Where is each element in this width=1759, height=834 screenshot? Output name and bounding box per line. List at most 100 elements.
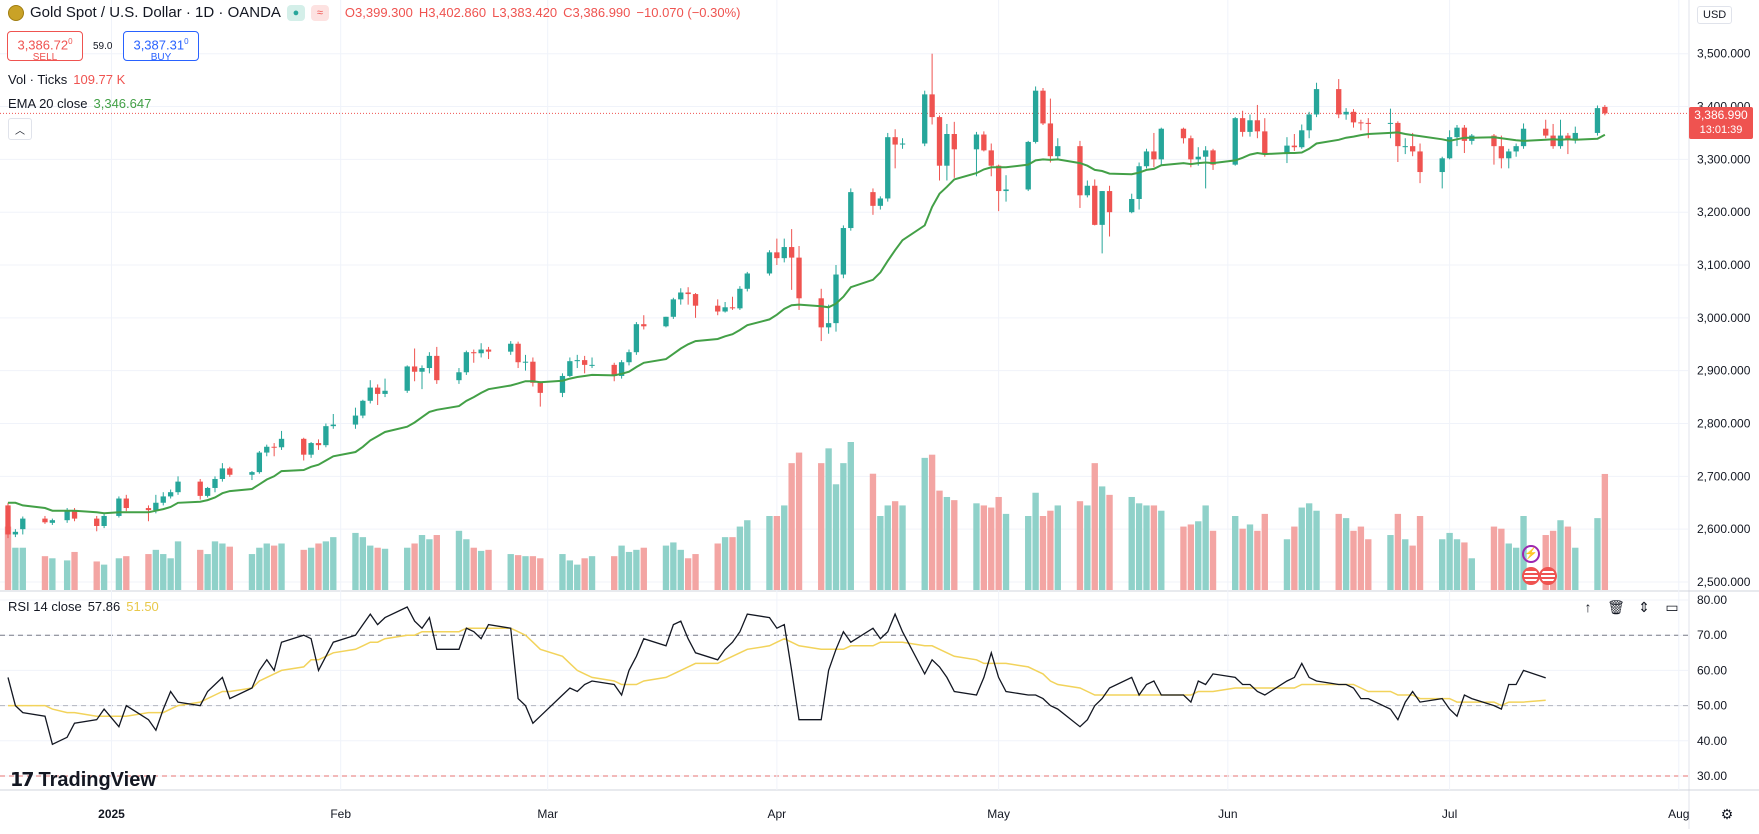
candle	[1461, 125, 1468, 154]
maximize-pane-button[interactable]: ▭	[1661, 597, 1683, 617]
price-tick-label: 2,600.000	[1697, 522, 1751, 536]
candle-body	[49, 520, 56, 523]
price-tick-label: 3,500.000	[1697, 47, 1751, 61]
candle	[951, 121, 957, 178]
candle-body	[641, 324, 647, 327]
volume-bar	[263, 543, 270, 590]
volume-bar	[463, 539, 470, 590]
volume-bar	[1342, 518, 1350, 590]
us-flag-event-icon[interactable]	[1539, 567, 1557, 585]
volume-bar	[721, 537, 729, 590]
candle-body	[1202, 150, 1209, 157]
candle-body	[744, 273, 750, 289]
delete-pane-button[interactable]: 🗑	[1605, 597, 1627, 617]
candle	[995, 164, 1002, 212]
candle	[1543, 119, 1549, 139]
volume-bar	[662, 545, 670, 590]
volume-bar	[1158, 510, 1165, 590]
collapse-pane-button[interactable]: ⇕	[1633, 597, 1655, 617]
candle-body	[678, 292, 684, 300]
rsi-line	[7, 606, 1546, 746]
volume-bar	[1180, 526, 1187, 590]
candle	[899, 138, 906, 149]
candle	[1084, 180, 1091, 198]
candle-body	[626, 352, 632, 363]
trash-icon: 🗑	[1607, 598, 1625, 615]
symbol-title: Gold Spot / U.S. Dollar · 1D · OANDA	[30, 4, 281, 21]
volume-bar	[677, 549, 684, 590]
candle-body	[574, 360, 580, 362]
data-mode-icon[interactable]: ≈	[310, 4, 329, 21]
candle	[781, 238, 787, 263]
candle	[1358, 119, 1364, 131]
countdown-value: 13:01:39	[1699, 124, 1743, 136]
candle-body	[1247, 120, 1253, 132]
tradingview-logo[interactable]: 𝟭𝟳 TradingView	[10, 769, 156, 792]
rsi-legend[interactable]: RSI 14 close 57.86 51.50	[8, 599, 159, 614]
volume-bar	[1490, 526, 1498, 590]
candle	[929, 53, 935, 125]
candle	[1151, 132, 1157, 168]
move-pane-up-button[interactable]: ↑	[1577, 597, 1599, 617]
candle	[49, 518, 56, 525]
candle	[374, 384, 381, 406]
candle-body	[877, 198, 884, 206]
candle-body	[1313, 89, 1320, 115]
candle	[1136, 162, 1142, 210]
candle-body	[1195, 156, 1201, 160]
market-open-icon[interactable]: ●	[286, 4, 305, 21]
volume-bar	[869, 473, 877, 590]
volume-bar	[145, 554, 152, 590]
volume-bar	[433, 535, 440, 590]
candle	[101, 513, 107, 529]
candle-body	[848, 192, 854, 229]
volume-bar	[1394, 513, 1402, 590]
candle-body	[1003, 189, 1009, 192]
volume-bar	[640, 547, 647, 590]
volume-bar	[1505, 543, 1512, 590]
volume-bar	[1557, 520, 1564, 590]
price-tick-label: 2,900.000	[1697, 364, 1751, 378]
ema-legend[interactable]: EMA 20 close 3,346.647	[8, 96, 151, 111]
candle-body	[301, 438, 307, 455]
sell-button[interactable]: 3,386.720 SELL	[7, 31, 83, 63]
us-flag-event-icon[interactable]	[1522, 567, 1540, 585]
volume-bar	[152, 549, 160, 590]
candle	[1210, 148, 1216, 170]
ohlc-high: H3,402.860	[418, 5, 487, 20]
buy-button[interactable]: 3,387.310 BUY	[123, 31, 199, 63]
volume-bar	[1246, 524, 1254, 590]
chart-settings-button[interactable]: ⚙	[1716, 804, 1738, 824]
volume-bar	[884, 505, 891, 590]
candle-body	[94, 518, 100, 527]
price-tick-label: 3,200.000	[1697, 205, 1751, 219]
volume-bar	[581, 558, 588, 590]
candle-body	[1291, 145, 1298, 148]
maximize-icon: ▭	[1665, 598, 1679, 615]
chevron-up-icon: ︿	[15, 125, 25, 137]
volume-bar	[1365, 539, 1372, 590]
volume-legend[interactable]: Vol · Ticks 109.77 K	[8, 72, 125, 87]
candle	[94, 515, 100, 532]
candle-body	[1336, 89, 1342, 115]
candle	[352, 407, 359, 429]
tradingview-logo-icon: 𝟭𝟳	[10, 770, 34, 791]
volume-bar	[115, 558, 123, 590]
candle-body	[219, 468, 226, 479]
volume-bar	[1076, 501, 1084, 590]
candle	[404, 365, 410, 393]
volume-value: 109.77 K	[73, 72, 126, 87]
currency-selector[interactable]: USD	[1697, 6, 1733, 24]
volume-bar	[1298, 507, 1305, 590]
candle-body	[663, 316, 669, 327]
candle-body	[1180, 128, 1187, 139]
candle	[936, 115, 943, 181]
lightning-event-icon[interactable]: ⚡	[1522, 545, 1540, 563]
candle-body	[374, 387, 381, 394]
candle-body	[123, 498, 129, 509]
volume-bar	[559, 554, 566, 590]
collapse-legend-button[interactable]: ︿	[8, 118, 32, 140]
